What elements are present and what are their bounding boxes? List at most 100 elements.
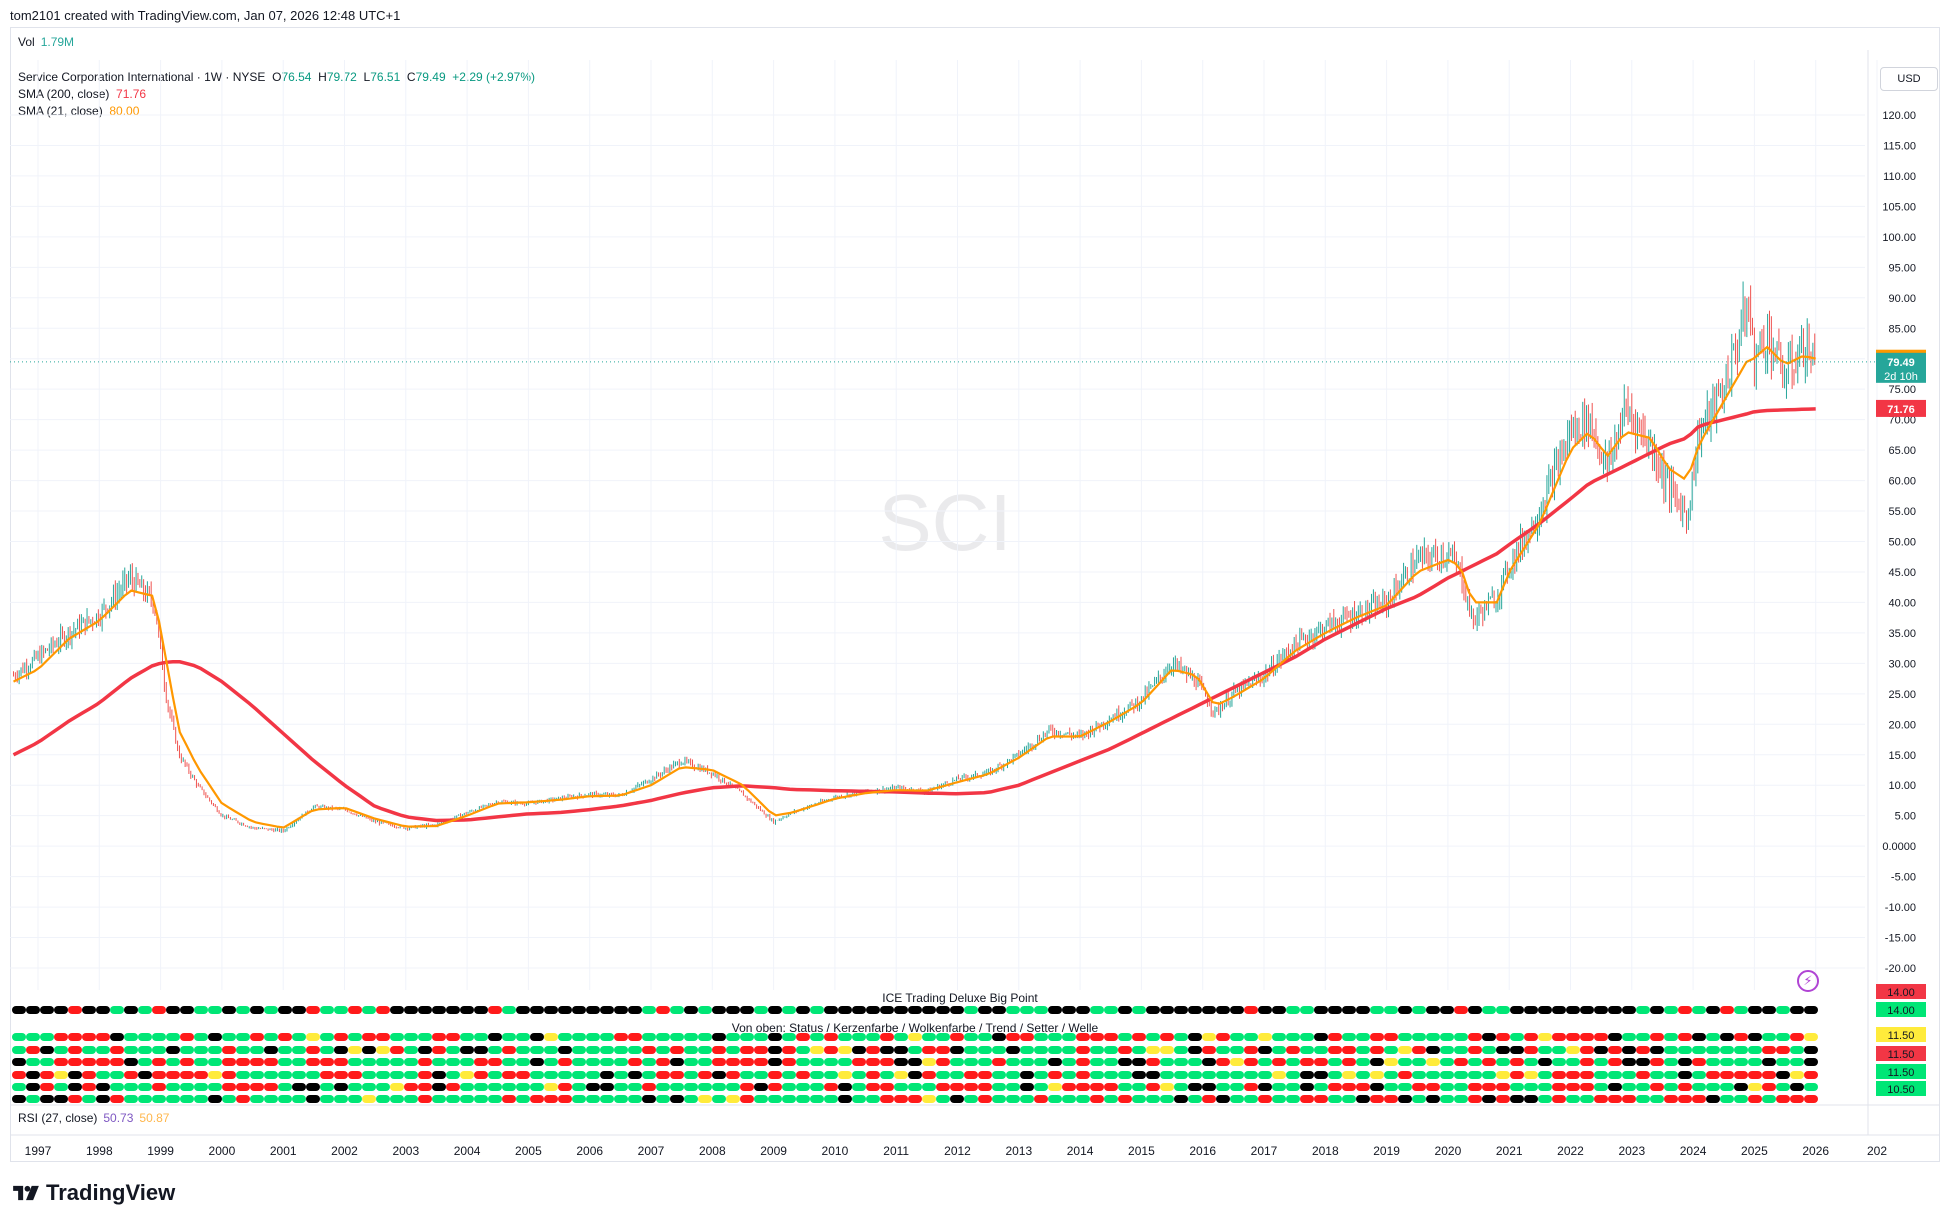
time-axis[interactable]: 1997 1998 1999 2000 2001 2002 2003 2004 2005 2006… <box>25 1144 1888 1158</box>
last-price-badge-bg <box>1876 352 1926 383</box>
indicator-dot <box>1552 1083 1566 1091</box>
indicator-dot <box>1090 1071 1104 1079</box>
indicator-dot <box>1776 1083 1790 1091</box>
y-tick-label: 40.00 <box>1888 597 1916 609</box>
indicator-dot <box>1720 1083 1734 1091</box>
indicator-dot <box>222 1006 236 1014</box>
price-axis[interactable]: 120.00 115.00 110.00 105.00 100.00 95.00 90.00… <box>1882 110 1916 975</box>
indicator-dot <box>1790 1033 1804 1041</box>
sma200-badge-text: 71.76 <box>1887 404 1915 416</box>
indicator-scale-label: 11.50 <box>1888 1049 1915 1061</box>
indicator-dot <box>1202 1083 1216 1091</box>
indicator-dot <box>1524 1006 1538 1014</box>
indicator-dot <box>306 1095 320 1103</box>
indicator-dot <box>432 1071 446 1079</box>
indicator-dot <box>152 1006 166 1014</box>
y-tick-label: -20.00 <box>1885 963 1916 975</box>
indicator-dot <box>1594 1083 1608 1091</box>
indicator-dot <box>40 1033 54 1041</box>
indicator-dot <box>1426 1033 1440 1041</box>
indicator-dot <box>1496 1033 1510 1041</box>
indicator-dot <box>740 1046 754 1054</box>
lightning-icon[interactable]: ⚡ <box>1797 970 1819 992</box>
indicator-dot <box>306 1046 320 1054</box>
indicator-dot <box>1426 1083 1440 1091</box>
indicator-pane: ICE Trading Deluxe Big Point Von oben: St… <box>10 50 1940 1136</box>
indicator-dot <box>712 1058 726 1066</box>
indicator-dot <box>138 1046 152 1054</box>
indicator-dot <box>1244 1095 1258 1103</box>
y-tick-label: 10.00 <box>1888 780 1916 792</box>
rsi-value-2: 50.87 <box>139 1111 170 1125</box>
indicator-dot <box>1566 1083 1580 1091</box>
indicator-dot <box>1580 1071 1594 1079</box>
symbol-row[interactable]: Service Corporation International · 1W ·… <box>18 69 535 86</box>
indicator-dot <box>124 1095 138 1103</box>
indicator-dot <box>1650 1046 1664 1054</box>
sma200-row[interactable]: SMA (200, close) 71.76 <box>18 86 535 103</box>
indicator-scale-bg <box>1876 1046 1926 1061</box>
indicator-dot <box>194 1033 208 1041</box>
indicator-dot <box>264 1033 278 1041</box>
indicator-dot <box>110 1058 124 1066</box>
indicator-dot <box>1468 1058 1482 1066</box>
indicator-dot <box>1300 1033 1314 1041</box>
indicator-dot <box>96 1046 110 1054</box>
indicator-dot <box>1272 1006 1286 1014</box>
volume-value: 1.79M <box>40 35 75 49</box>
indicator-dot <box>1762 1083 1776 1091</box>
indicator-dot <box>1146 1083 1160 1091</box>
indicator-dot <box>1776 1058 1790 1066</box>
indicator-dot <box>1790 1006 1804 1014</box>
indicator-dot <box>1286 1006 1300 1014</box>
tradingview-logo[interactable]: TradingView <box>12 1180 175 1206</box>
indicator-dot <box>1202 1058 1216 1066</box>
rsi-legend[interactable]: RSI (27, close) 50.73 50.87 <box>18 1111 169 1125</box>
indicator-dot <box>1006 1058 1020 1066</box>
indicator-dot <box>278 1071 292 1079</box>
indicator-dot <box>978 1071 992 1079</box>
indicator-dot <box>656 1058 670 1066</box>
indicator-dot <box>1090 1083 1104 1091</box>
indicator-dot <box>1510 1033 1524 1041</box>
indicator-dot <box>670 1046 684 1054</box>
indicator-dot <box>1104 1006 1118 1014</box>
indicator-dot <box>138 1058 152 1066</box>
x-tick-label: 2012 <box>944 1144 971 1158</box>
indicator-dot <box>68 1095 82 1103</box>
indicator-dot <box>642 1033 656 1041</box>
indicator-dot <box>950 1046 964 1054</box>
indicator-dot <box>1020 1033 1034 1041</box>
indicator-dot <box>1804 1046 1818 1054</box>
indicator-dot <box>838 1033 852 1041</box>
indicator-dot <box>698 1046 712 1054</box>
indicator-dot <box>1608 1083 1622 1091</box>
y-tick-label: 95.00 <box>1888 262 1916 274</box>
indicator-dot <box>362 1083 376 1091</box>
indicator-dot <box>54 1006 68 1014</box>
indicator-dot <box>320 1083 334 1091</box>
indicator-dot <box>1048 1083 1062 1091</box>
y-tick-label: 105.00 <box>1882 201 1916 213</box>
indicator-dot <box>586 1083 600 1091</box>
indicator-dot <box>1258 1033 1272 1041</box>
indicator-dot <box>166 1046 180 1054</box>
indicator-dot <box>544 1006 558 1014</box>
indicator-dot <box>698 1095 712 1103</box>
indicator-dot <box>250 1095 264 1103</box>
y-tick-label: 110.00 <box>1883 171 1916 183</box>
indicator-dot <box>1146 1006 1160 1014</box>
indicator-dot <box>698 1033 712 1041</box>
indicator-scale-label: 10.50 <box>1887 1084 1915 1096</box>
watermark-text: SCI <box>878 478 1011 567</box>
indicator-dot <box>712 1083 726 1091</box>
indicator-dot <box>1538 1006 1552 1014</box>
indicator-dot <box>152 1058 166 1066</box>
indicator-dot <box>824 1006 838 1014</box>
indicator-dot <box>516 1095 530 1103</box>
currency-button[interactable]: USD <box>1880 67 1938 91</box>
indicator-dot <box>404 1046 418 1054</box>
indicator-dot <box>1538 1033 1552 1041</box>
indicator-dot <box>796 1046 810 1054</box>
indicator-dot <box>1664 1046 1678 1054</box>
